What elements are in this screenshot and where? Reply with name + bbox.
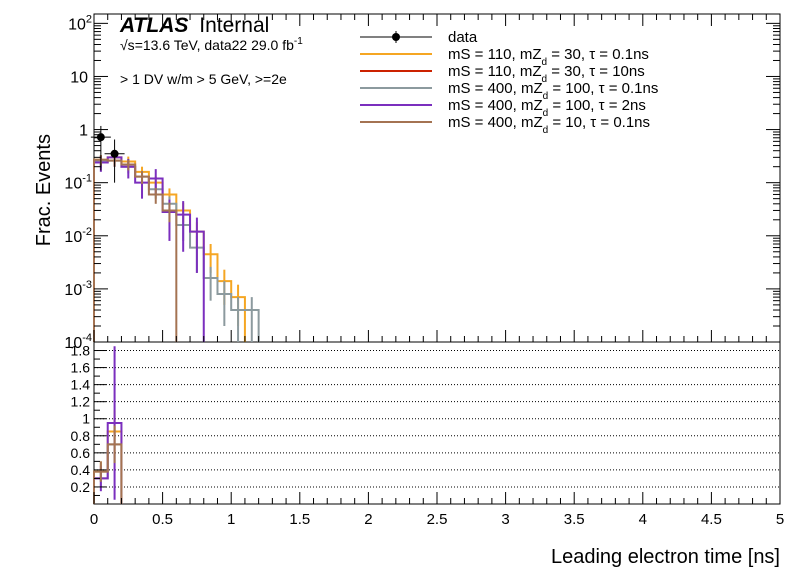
legend-label-subscript: d [542, 57, 548, 68]
energy-text: =13.6 TeV, data22 29.0 fb [135, 37, 294, 53]
legend-data-label: data [448, 29, 478, 46]
legend-label-end: = 30, τ = 0.1ns [547, 46, 649, 63]
x-axis: 0 0.5 1 1.5 2 2.5 3 3.5 4 4.5 5 [90, 14, 784, 528]
ratio-tick-label: 0.2 [71, 479, 91, 495]
ratio-series-layer [93, 346, 123, 504]
main-series-layer [93, 150, 260, 342]
x-tick-label: 0.5 [152, 511, 173, 528]
legend-label-main: mS = 110, mZ [448, 63, 542, 80]
legend-label-end: = 10, τ = 0.1ns [548, 114, 650, 131]
legend-label-subscript: d [543, 108, 549, 119]
x-tick-label: 1.5 [289, 511, 310, 528]
atlas-logo-text: ATLAS [119, 14, 188, 37]
y-tick-label: 10-4 [64, 332, 92, 352]
x-tick-label: 3 [501, 511, 509, 528]
y-tick-label: 10-3 [64, 279, 92, 299]
ratio-tick-label: 0.4 [71, 462, 91, 478]
legend-series-2-label: mS = 400, mZd = 100, τ = 0.1ns [448, 80, 658, 102]
ratio-plot-frame [93, 341, 781, 505]
y-axis-label: Frac. Events [33, 134, 55, 246]
y-tick-label: 10 [70, 69, 88, 86]
ratio-grid [94, 350, 780, 488]
ratio-tick-label: 1.8 [71, 343, 91, 359]
atlas-label: ATLAS Internal [119, 14, 269, 37]
legend-data-marker [392, 33, 400, 41]
selection-label: > 1 DV w/m > 5 GeV, >=2e [120, 71, 287, 87]
legend-series-0-label: mS = 110, mZd = 30, τ = 0.1ns [448, 46, 649, 68]
y-tick-label: 1 [79, 123, 88, 140]
energy-lumi-label: √s=13.6 TeV, data22 29.0 fb-1 [120, 36, 303, 53]
ratio-tick-label: 1.4 [71, 377, 91, 393]
legend-label-end: = 30, τ = 10ns [547, 63, 645, 80]
x-tick-label: 2 [364, 511, 372, 528]
atlas-status-text: Internal [199, 14, 269, 37]
y-tick-exponent: -2 [82, 226, 92, 238]
ratio-tick-label: 1 [82, 411, 90, 427]
ratio-tick-label: 0.6 [71, 445, 91, 461]
y-tick-label: 10-2 [64, 226, 92, 246]
legend-label-main: mS = 400, mZ [448, 80, 543, 97]
y-tick-exponent: -4 [82, 332, 92, 344]
legend-series-3-label: mS = 400, mZd = 100, τ = 2ns [448, 97, 646, 119]
y-tick-exponent: 2 [86, 13, 92, 25]
legend-label-subscript: d [542, 74, 548, 85]
series-4-ratio-histogram [93, 443, 123, 504]
legend-series-4-label: mS = 400, mZd = 10, τ = 0.1ns [448, 114, 650, 136]
ratio-tick-label: 0.8 [71, 428, 91, 444]
y-tick-exponent: -1 [82, 173, 92, 185]
y-tick-base: 10 [68, 16, 86, 33]
ratio-tick-label: 1.2 [71, 394, 91, 410]
x-tick-label: 4 [639, 511, 647, 528]
x-tick-label: 1 [227, 511, 235, 528]
x-tick-label: 0 [90, 511, 98, 528]
legend-label-end: = 100, τ = 2ns [548, 97, 646, 114]
legend-label-end: = 100, τ = 0.1ns [548, 80, 658, 97]
data-point [110, 149, 119, 158]
sqrt-s-text: √s [120, 37, 135, 53]
legend-series-1-label: mS = 110, mZd = 30, τ = 10ns [448, 63, 645, 85]
main-plot-frame [93, 13, 781, 343]
lumi-exponent: -1 [294, 36, 303, 47]
x-tick-label: 4.5 [701, 511, 722, 528]
series-4-histogram [93, 158, 178, 342]
y-tick-label: 10-1 [64, 173, 92, 193]
x-tick-label: 2.5 [427, 511, 448, 528]
ratio-y-axis: 0.20.40.60.811.21.41.61.8 [71, 341, 106, 496]
x-tick-label: 5 [776, 511, 784, 528]
legend-label-subscript: d [543, 91, 549, 102]
legend-label-main: mS = 400, mZ [448, 97, 543, 114]
legend-label-subscript: d [543, 125, 549, 136]
x-tick-label: 3.5 [564, 511, 585, 528]
y-tick-base: 10 [64, 335, 82, 352]
y-tick-label: 102 [68, 13, 92, 33]
y-tick-base: 10 [64, 282, 82, 299]
ratio-tick-label: 1.6 [71, 360, 91, 376]
y-tick-base: 10 [64, 176, 82, 193]
legend-label-main: mS = 110, mZ [448, 46, 542, 63]
series-0-histogram [93, 156, 246, 342]
legend-label-main: mS = 400, mZ [448, 114, 543, 131]
y-tick-base: 10 [64, 229, 82, 246]
x-axis-label: Leading electron time [ns] [551, 546, 780, 568]
y-tick-exponent: -3 [82, 279, 92, 291]
